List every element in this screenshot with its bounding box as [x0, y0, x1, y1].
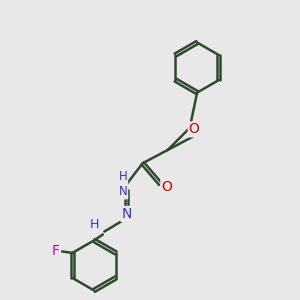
- Text: N: N: [121, 207, 132, 221]
- Text: H
N: H N: [118, 170, 127, 199]
- Text: F: F: [51, 244, 59, 258]
- Text: O: O: [189, 122, 200, 136]
- Text: O: O: [161, 180, 172, 194]
- Text: H: H: [89, 218, 99, 231]
